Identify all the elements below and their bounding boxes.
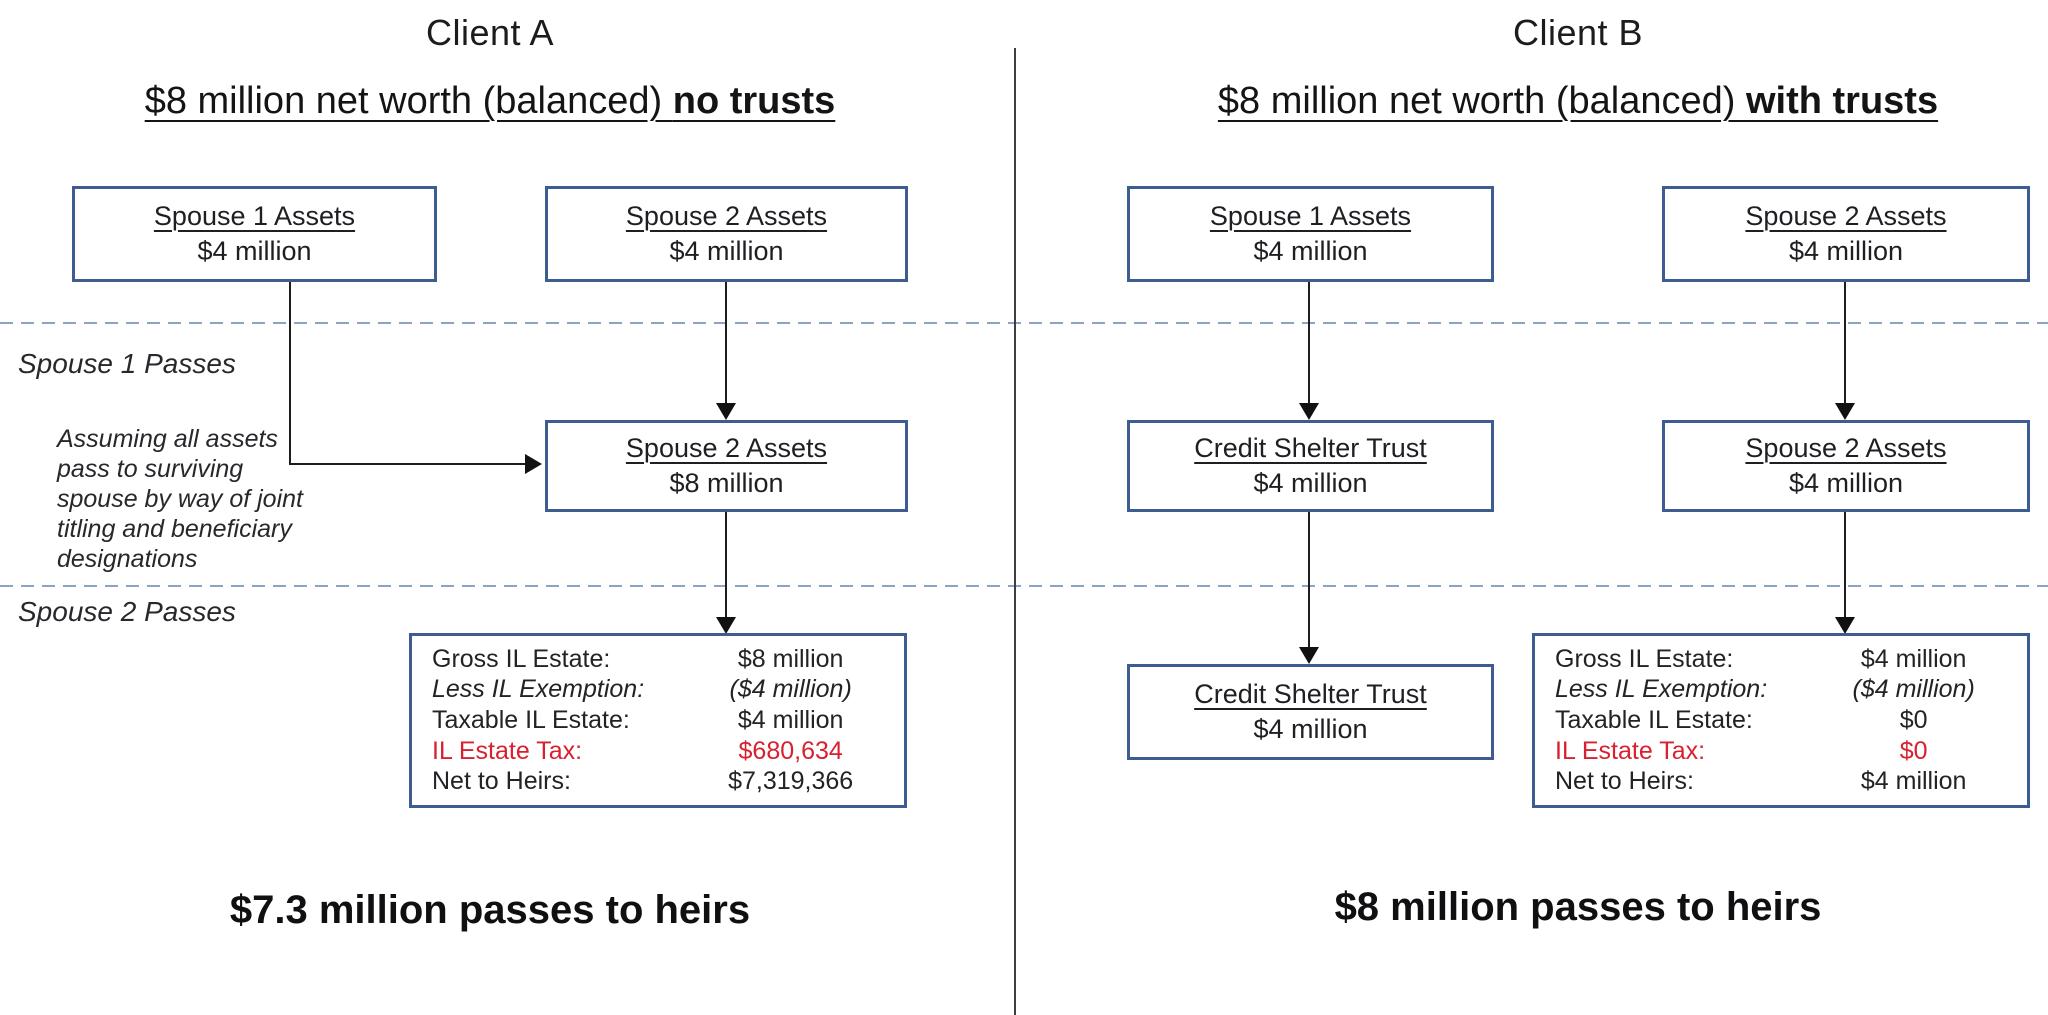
estate-a-exemption-label: Less IL Exemption: [432, 675, 645, 704]
box-b-spouse1-assets-value: $4 million [1253, 236, 1368, 266]
box-b-credit-shelter-trust-row2-value: $4 million [1253, 468, 1368, 498]
client-b-subtitle-bold: with trusts [1745, 80, 1939, 122]
box-a-spouse2-assets-merged-title: Spouse 2 Assets [625, 433, 828, 463]
stage-label-spouse2-passes: Spouse 2 Passes [18, 596, 236, 627]
arrowhead-b-spouse2-down [1835, 403, 1855, 420]
estate-b-tax-label: IL Estate Tax: [1555, 736, 1706, 765]
estate-summary-b: Gross IL Estate: $4 million Less IL Exem… [1532, 633, 2030, 808]
estate-b-row-taxable: Taxable IL Estate: $0 [1555, 705, 2009, 736]
client-a-result-caption: $7.3 million passes to heirs [229, 888, 751, 932]
box-a-spouse1-assets-value: $4 million [197, 236, 312, 266]
box-a-spouse2-assets-row1-title: Spouse 2 Assets [625, 201, 828, 231]
estate-b-tax-value: $0 [1899, 736, 1928, 765]
estate-a-net-label: Net to Heirs: [432, 767, 571, 796]
box-b-spouse2-assets-row2-value: $4 million [1788, 468, 1904, 498]
arrowhead-b-spouse1-down [1299, 403, 1319, 420]
arrowhead-a-spouse2-down [716, 403, 736, 420]
estate-a-row-tax: IL Estate Tax: $680,634 [432, 736, 886, 767]
panel-divider-line [1014, 48, 1016, 1015]
estate-a-row-exemption: Less IL Exemption: ($4 million) [432, 675, 886, 706]
dashed-separator-spouse1-passes [0, 322, 2048, 324]
box-b-credit-shelter-trust-row3: Credit Shelter Trust $4 million [1127, 664, 1494, 760]
estate-a-taxable-value: $4 million [737, 706, 844, 734]
connector-b-to-estate [1844, 512, 1846, 618]
box-b-spouse2-assets-row1-title: Spouse 2 Assets [1745, 201, 1947, 231]
client-a-subtitle: $8 million net worth (balanced) no trust… [0, 80, 980, 123]
box-b-spouse2-assets-row1-value: $4 million [1788, 236, 1904, 266]
box-b-spouse1-assets-title: Spouse 1 Assets [1209, 201, 1412, 231]
client-b-subtitle: $8 million net worth (balanced) with tru… [1108, 80, 2048, 123]
estate-b-exemption-label: Less IL Exemption: [1555, 675, 1768, 704]
assumption-note: Assuming all assets pass to surviving sp… [57, 425, 303, 573]
client-b-result-caption: $8 million passes to heirs [1334, 885, 1822, 929]
arrowhead-b-cst-down [1299, 647, 1319, 664]
estate-b-row-net: Net to Heirs: $4 million [1555, 766, 2009, 797]
client-a-title: Client A [425, 12, 555, 53]
box-a-spouse2-assets-merged-value: $8 million [669, 468, 784, 498]
estate-b-row-tax: IL Estate Tax: $0 [1555, 736, 2009, 767]
box-a-spouse2-assets-row1-value: $4 million [669, 236, 784, 266]
connector-b-spouse2-down [1844, 282, 1846, 404]
client-b-subtitle-regular: $8 million net worth (balanced) [1217, 80, 1746, 122]
box-a-spouse1-assets: Spouse 1 Assets $4 million [72, 186, 437, 282]
connector-a-elbow-vertical [289, 282, 291, 465]
box-a-spouse2-assets-row1: Spouse 2 Assets $4 million [545, 186, 908, 282]
box-a-spouse1-assets-title: Spouse 1 Assets [153, 201, 356, 231]
box-a-spouse2-assets-merged: Spouse 2 Assets $8 million [545, 420, 908, 512]
box-b-credit-shelter-trust-row2: Credit Shelter Trust $4 million [1127, 420, 1494, 512]
connector-a-elbow-horizontal [289, 463, 525, 465]
dashed-separator-spouse2-passes [0, 585, 2048, 587]
arrowhead-b-to-estate [1835, 617, 1855, 634]
arrowhead-a-into-merged-box [525, 454, 542, 474]
estate-b-net-label: Net to Heirs: [1555, 767, 1694, 796]
estate-b-net-value: $4 million [1860, 767, 1967, 796]
estate-b-exemption-value: ($4 million) [1852, 675, 1975, 704]
box-b-credit-shelter-trust-row3-title: Credit Shelter Trust [1194, 679, 1427, 709]
estate-summary-a: Gross IL Estate: $8 million Less IL Exem… [409, 633, 907, 808]
stage-label-spouse1-passes: Spouse 1 Passes [18, 348, 236, 379]
estate-a-gross-label: Gross IL Estate: [432, 644, 611, 673]
box-b-spouse2-assets-row1: Spouse 2 Assets $4 million [1662, 186, 2030, 282]
estate-a-gross-value: $8 million [737, 644, 844, 673]
box-b-spouse2-assets-row2-title: Spouse 2 Assets [1745, 433, 1947, 463]
client-a-subtitle-bold: no trusts [672, 80, 836, 122]
estate-b-row-exemption: Less IL Exemption: ($4 million) [1555, 675, 2009, 706]
client-b-title: Client B [1512, 12, 1644, 53]
estate-a-tax-value: $680,634 [738, 736, 843, 765]
client-a-subtitle-regular: $8 million net worth (balanced) [144, 80, 673, 122]
box-b-spouse2-assets-row2: Spouse 2 Assets $4 million [1662, 420, 2030, 512]
estate-b-taxable-label: Taxable IL Estate: [1555, 706, 1753, 734]
estate-a-row-gross: Gross IL Estate: $8 million [432, 644, 886, 675]
estate-a-row-net: Net to Heirs: $7,319,366 [432, 766, 886, 797]
connector-a-spouse2-down [725, 282, 727, 404]
connector-b-cst-down [1308, 512, 1310, 648]
box-b-credit-shelter-trust-row3-value: $4 million [1253, 714, 1368, 744]
arrowhead-a-to-estate [716, 617, 736, 634]
estate-b-taxable-value: $0 [1899, 706, 1928, 734]
estate-a-net-value: $7,319,366 [728, 767, 854, 796]
estate-b-row-gross: Gross IL Estate: $4 million [1555, 644, 2009, 675]
connector-a-to-estate [725, 512, 727, 618]
estate-b-gross-label: Gross IL Estate: [1555, 644, 1734, 673]
estate-a-row-taxable: Taxable IL Estate: $4 million [432, 705, 886, 736]
estate-b-gross-value: $4 million [1860, 644, 1967, 673]
estate-a-tax-label: IL Estate Tax: [432, 736, 583, 765]
connector-b-spouse1-down [1308, 282, 1310, 404]
estate-a-taxable-label: Taxable IL Estate: [432, 706, 630, 734]
box-b-credit-shelter-trust-row2-title: Credit Shelter Trust [1194, 433, 1427, 463]
box-b-spouse1-assets: Spouse 1 Assets $4 million [1127, 186, 1494, 282]
estate-a-exemption-value: ($4 million) [729, 675, 852, 704]
